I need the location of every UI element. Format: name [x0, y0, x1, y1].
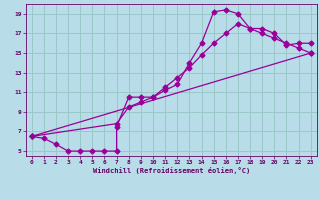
X-axis label: Windchill (Refroidissement éolien,°C): Windchill (Refroidissement éolien,°C) — [92, 167, 250, 174]
